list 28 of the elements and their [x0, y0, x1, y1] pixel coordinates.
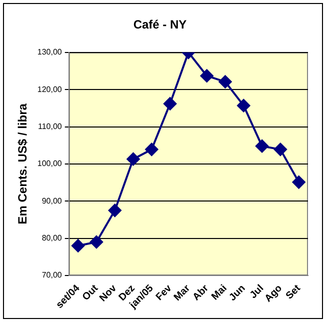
- point: [164, 97, 177, 110]
- x-tick-label: Set: [284, 282, 304, 302]
- x-tick-label: Abr: [190, 282, 211, 303]
- x-tick-label: Fev: [154, 282, 174, 303]
- chart-title: Café - NY: [133, 18, 187, 32]
- point: [237, 99, 250, 112]
- point: [200, 69, 214, 82]
- point: [274, 142, 287, 156]
- y-tick-label: 110,00: [38, 122, 62, 131]
- point: [90, 236, 103, 249]
- x-tick-label: Mar: [172, 282, 193, 304]
- point: [256, 140, 269, 153]
- y-tick-label: 120,00: [37, 84, 62, 94]
- y-tick-label: 70,00: [42, 270, 62, 280]
- point: [126, 152, 140, 166]
- y-axis-title: Em Cents. US$ / libra: [16, 103, 30, 224]
- y-tick-label: 100,00: [37, 159, 62, 168]
- point: [292, 176, 306, 189]
- point: [218, 75, 232, 88]
- x-tick-label: Mai: [210, 282, 230, 303]
- y-tick-label: 80,00: [42, 233, 62, 242]
- x-tick-label: Nov: [98, 282, 120, 304]
- point: [72, 239, 85, 252]
- y-tick-label: 130,00: [37, 48, 62, 57]
- point: [145, 142, 158, 156]
- point: [108, 204, 122, 217]
- x-tick-label: Jun: [227, 282, 248, 304]
- y-tick-label: 90,00: [42, 196, 62, 206]
